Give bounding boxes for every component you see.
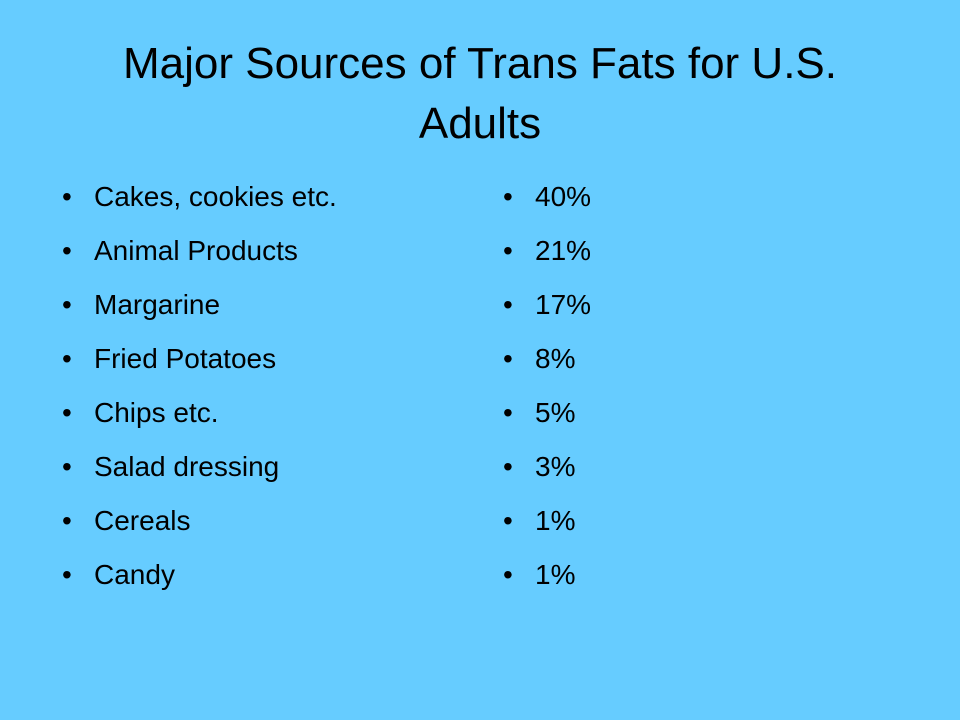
item-text: Cereals: [94, 505, 191, 536]
bullet: •: [62, 451, 72, 482]
item-text: Cakes, cookies etc.: [94, 181, 337, 212]
bullet: •: [503, 397, 513, 428]
bullet: •: [503, 343, 513, 374]
item-text: Margarine: [94, 289, 221, 320]
item-text: Chips etc.: [94, 397, 219, 428]
item-text: 3%: [535, 451, 576, 482]
item-text: Fried Potatoes: [94, 343, 277, 374]
bullet: •: [503, 451, 513, 482]
bullet: •: [503, 505, 513, 536]
slide-title: Major Sources of Trans Fats for U.S. Adu…: [122, 39, 837, 148]
bullet: •: [62, 343, 72, 374]
item-text: 5%: [535, 397, 576, 428]
item-text: 1%: [535, 505, 576, 536]
bullet: •: [62, 235, 72, 266]
bullet: •: [503, 181, 513, 212]
item-text: Animal Products: [94, 235, 298, 266]
item-text: 1%: [535, 559, 576, 590]
item-text: Candy: [94, 559, 175, 590]
item-text: Salad dressing: [94, 451, 280, 482]
item-text: 40%: [535, 181, 592, 212]
bullet: •: [503, 235, 513, 266]
bullet: •: [62, 559, 72, 590]
bullet: •: [503, 289, 513, 320]
bullet: •: [62, 397, 72, 428]
bullet: •: [503, 559, 513, 590]
bullet: •: [62, 289, 72, 320]
item-text: 8%: [535, 343, 576, 374]
item-text: 17%: [535, 289, 592, 320]
item-text: 21%: [535, 235, 592, 266]
bullet: •: [62, 181, 72, 212]
bullet: •: [62, 505, 72, 536]
